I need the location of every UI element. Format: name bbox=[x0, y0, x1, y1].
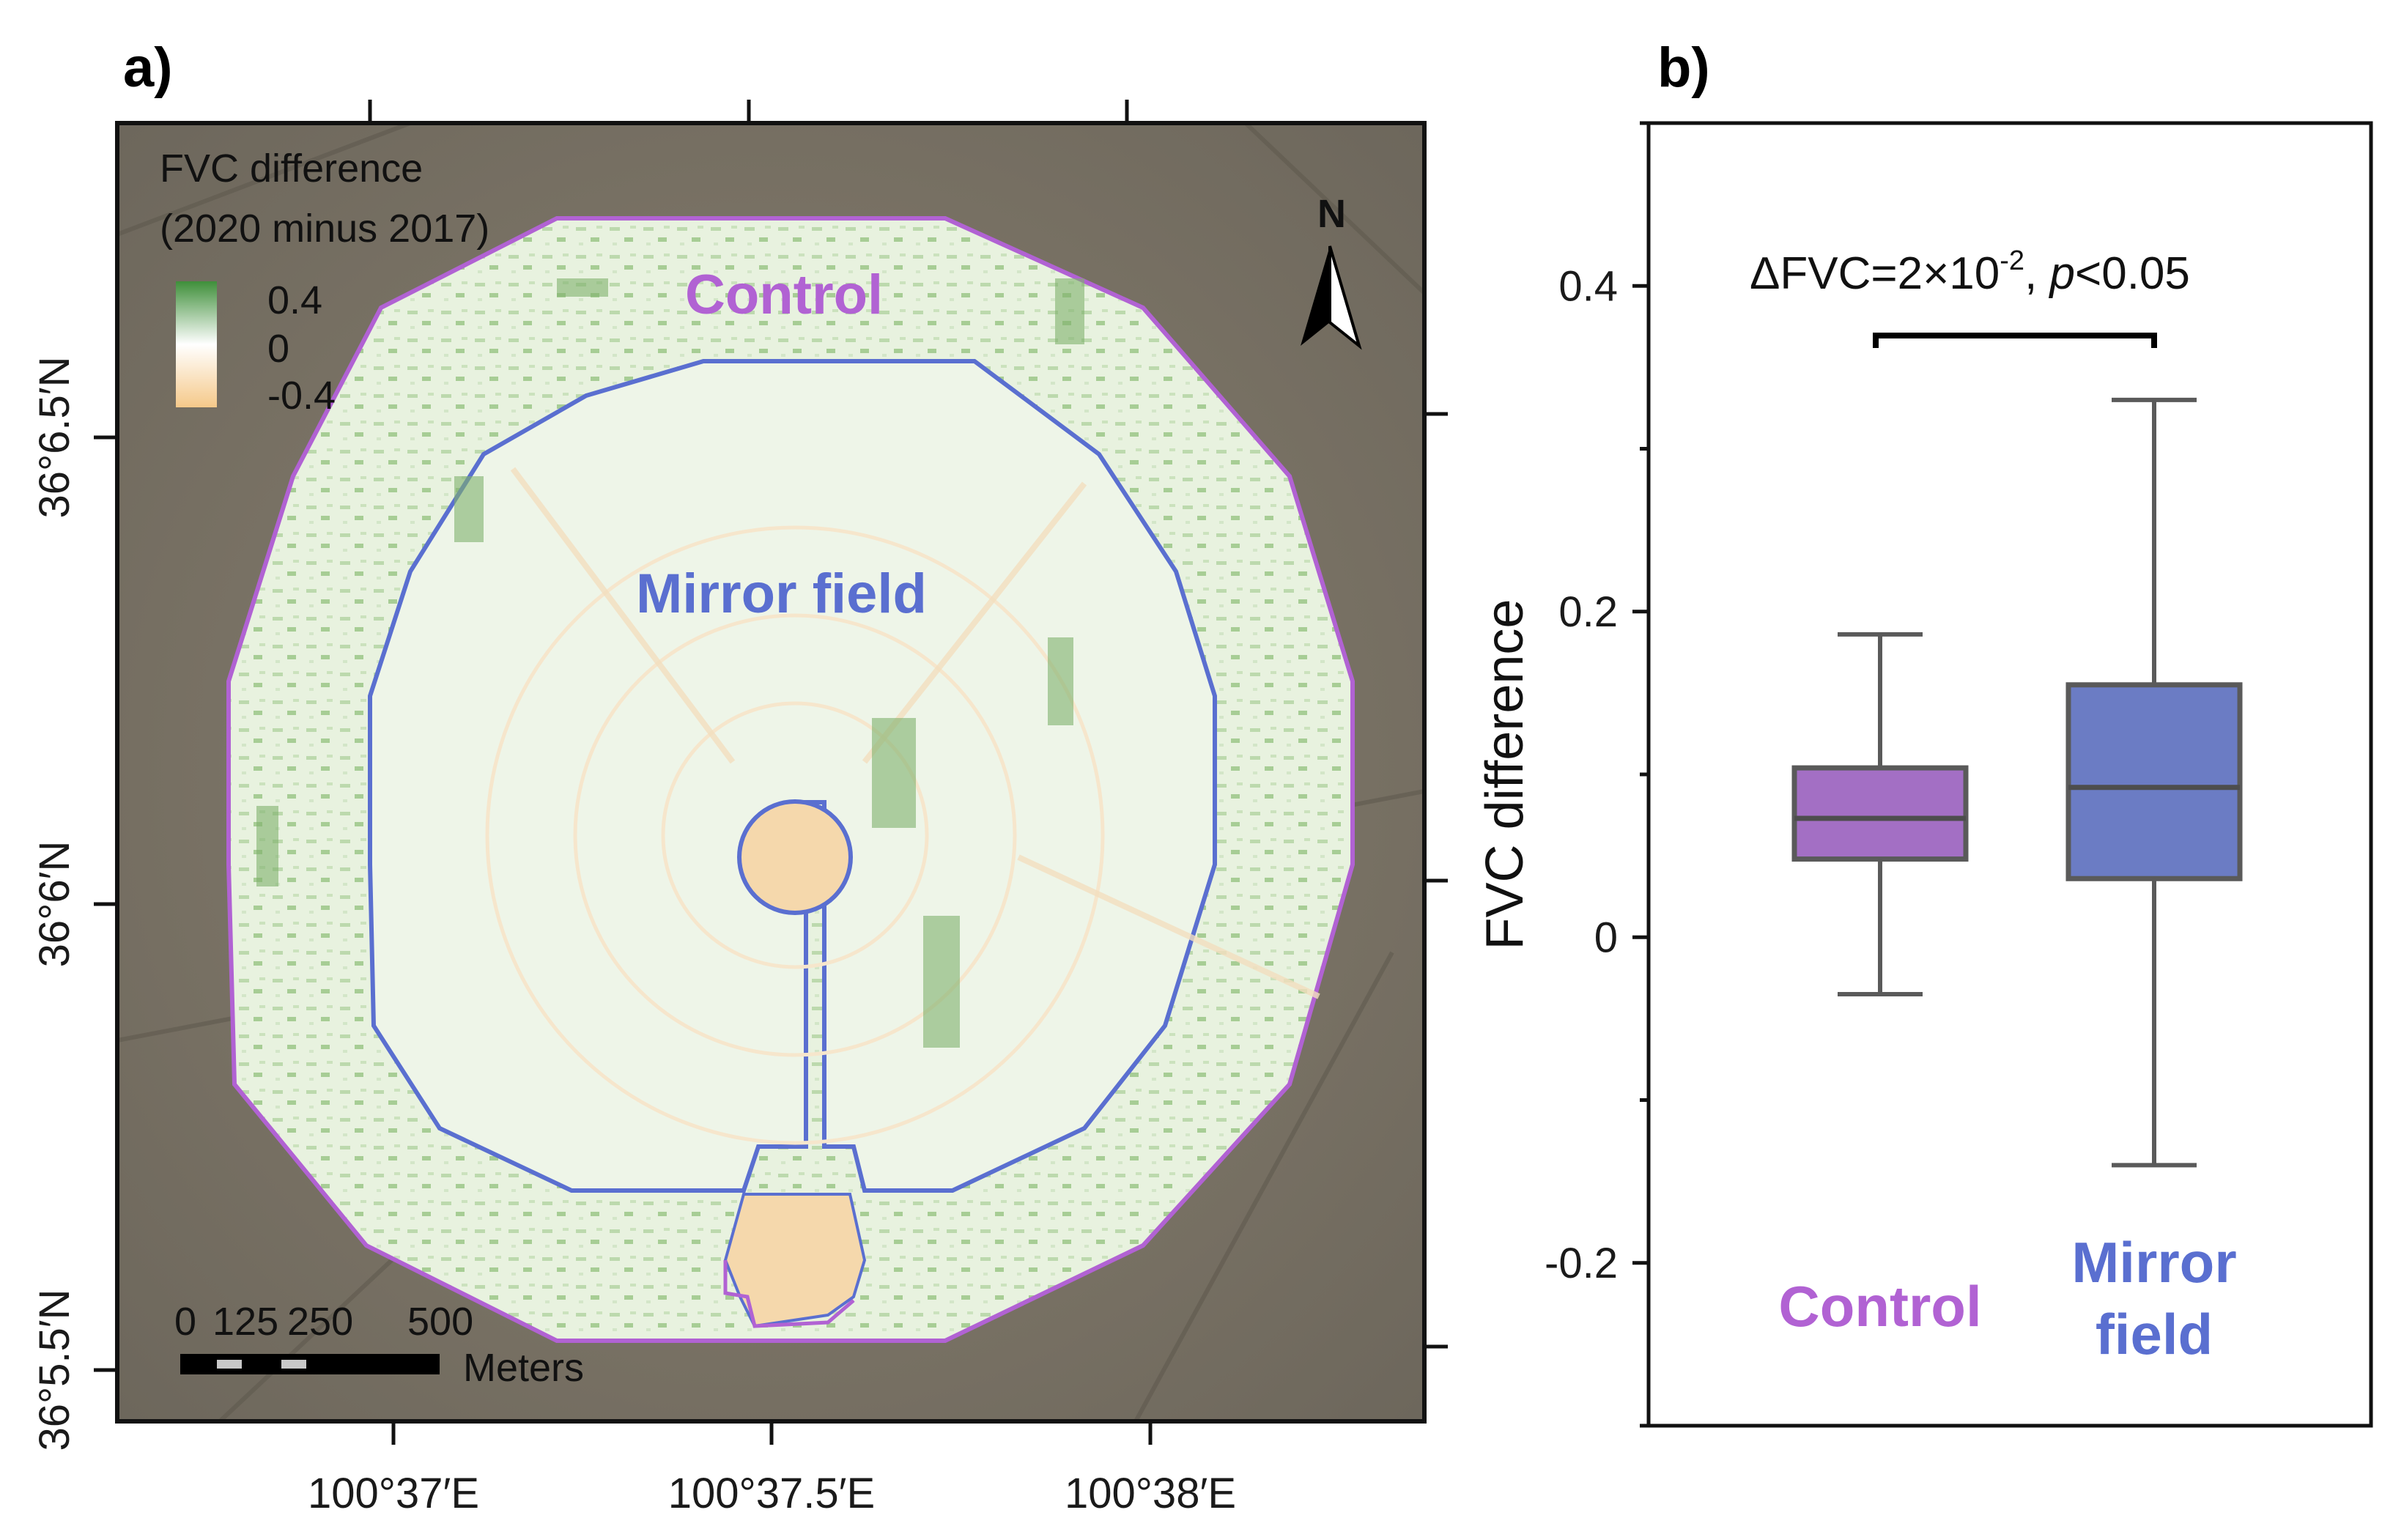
legend-min-label: -0.4 bbox=[267, 374, 336, 418]
y-tick-label: -0.2 bbox=[1545, 1240, 1618, 1287]
boxplots: Control Mirror field bbox=[1778, 397, 2243, 1366]
legend-colorbar bbox=[176, 281, 217, 407]
y-tick-label: 0 bbox=[1594, 914, 1618, 961]
significance-annotation: ΔFVC=2×10-2, p<0.05 bbox=[1750, 245, 2190, 299]
heliostat-rings bbox=[485, 525, 1105, 1145]
mirror-field-category-label: Mirror bbox=[2071, 1230, 2236, 1295]
scale-tick-0: 0 bbox=[174, 1300, 196, 1344]
lon-tick-1: 100°37′E bbox=[308, 1470, 479, 1517]
scale-tick-250: 250 bbox=[287, 1300, 353, 1344]
y-tick-label: 0.2 bbox=[1558, 588, 1618, 636]
legend-title-line1: FVC difference bbox=[160, 147, 423, 190]
control-label: Control bbox=[685, 264, 883, 326]
lat-tick-2: 36°6′N bbox=[31, 841, 78, 968]
lon-tick-3: 100°38′E bbox=[1065, 1470, 1236, 1517]
mirror-field-label: Mirror field bbox=[636, 563, 927, 625]
map-ticks bbox=[94, 100, 1448, 1445]
lon-tick-2: 100°37.5′E bbox=[668, 1470, 875, 1517]
legend-mid-label: 0 bbox=[267, 327, 289, 371]
power-block-area[interactable] bbox=[723, 1193, 867, 1328]
scale-unit: Meters bbox=[463, 1346, 584, 1390]
roads bbox=[510, 467, 1320, 999]
panel-b-label: b) bbox=[1657, 37, 1710, 99]
y-axis-label: FVC difference bbox=[1476, 599, 1534, 950]
central-tower-area[interactable] bbox=[737, 799, 853, 915]
significance-bracket bbox=[1873, 333, 2157, 348]
svg-text:N: N bbox=[1317, 192, 1346, 236]
lat-tick-1: 36°6.5′N bbox=[31, 356, 78, 518]
scale-bar: 0 125 250 500 Meters bbox=[174, 1300, 584, 1390]
y-tick-label: 0.4 bbox=[1558, 262, 1618, 310]
legend-title-line2: (2020 minus 2017) bbox=[160, 207, 489, 251]
mirror-field-box bbox=[2065, 682, 2243, 881]
north-arrow-icon: N bbox=[1301, 192, 1362, 350]
panel-a-label: a) bbox=[123, 37, 173, 99]
control-category-label: Control bbox=[1778, 1274, 1981, 1339]
plot-frame bbox=[1646, 121, 2373, 1428]
mirror-field-area[interactable] bbox=[368, 359, 1217, 1193]
map-panel: FVC difference (2020 minus 2017) 0.4 0 -… bbox=[117, 123, 1424, 1421]
mirror-field-category-label: field bbox=[2096, 1302, 2213, 1366]
lat-tick-3: 36°5.5′N bbox=[31, 1289, 78, 1451]
control-box bbox=[1791, 765, 1969, 862]
power-block-outline bbox=[723, 1260, 855, 1328]
scale-tick-125: 125 bbox=[212, 1300, 278, 1344]
vegetation-patches bbox=[256, 278, 1084, 1048]
legend-max-label: 0.4 bbox=[267, 278, 322, 322]
scale-tick-500: 500 bbox=[407, 1300, 473, 1344]
y-axis: -0.2 0 0.2 0.4 bbox=[1545, 121, 1649, 1428]
